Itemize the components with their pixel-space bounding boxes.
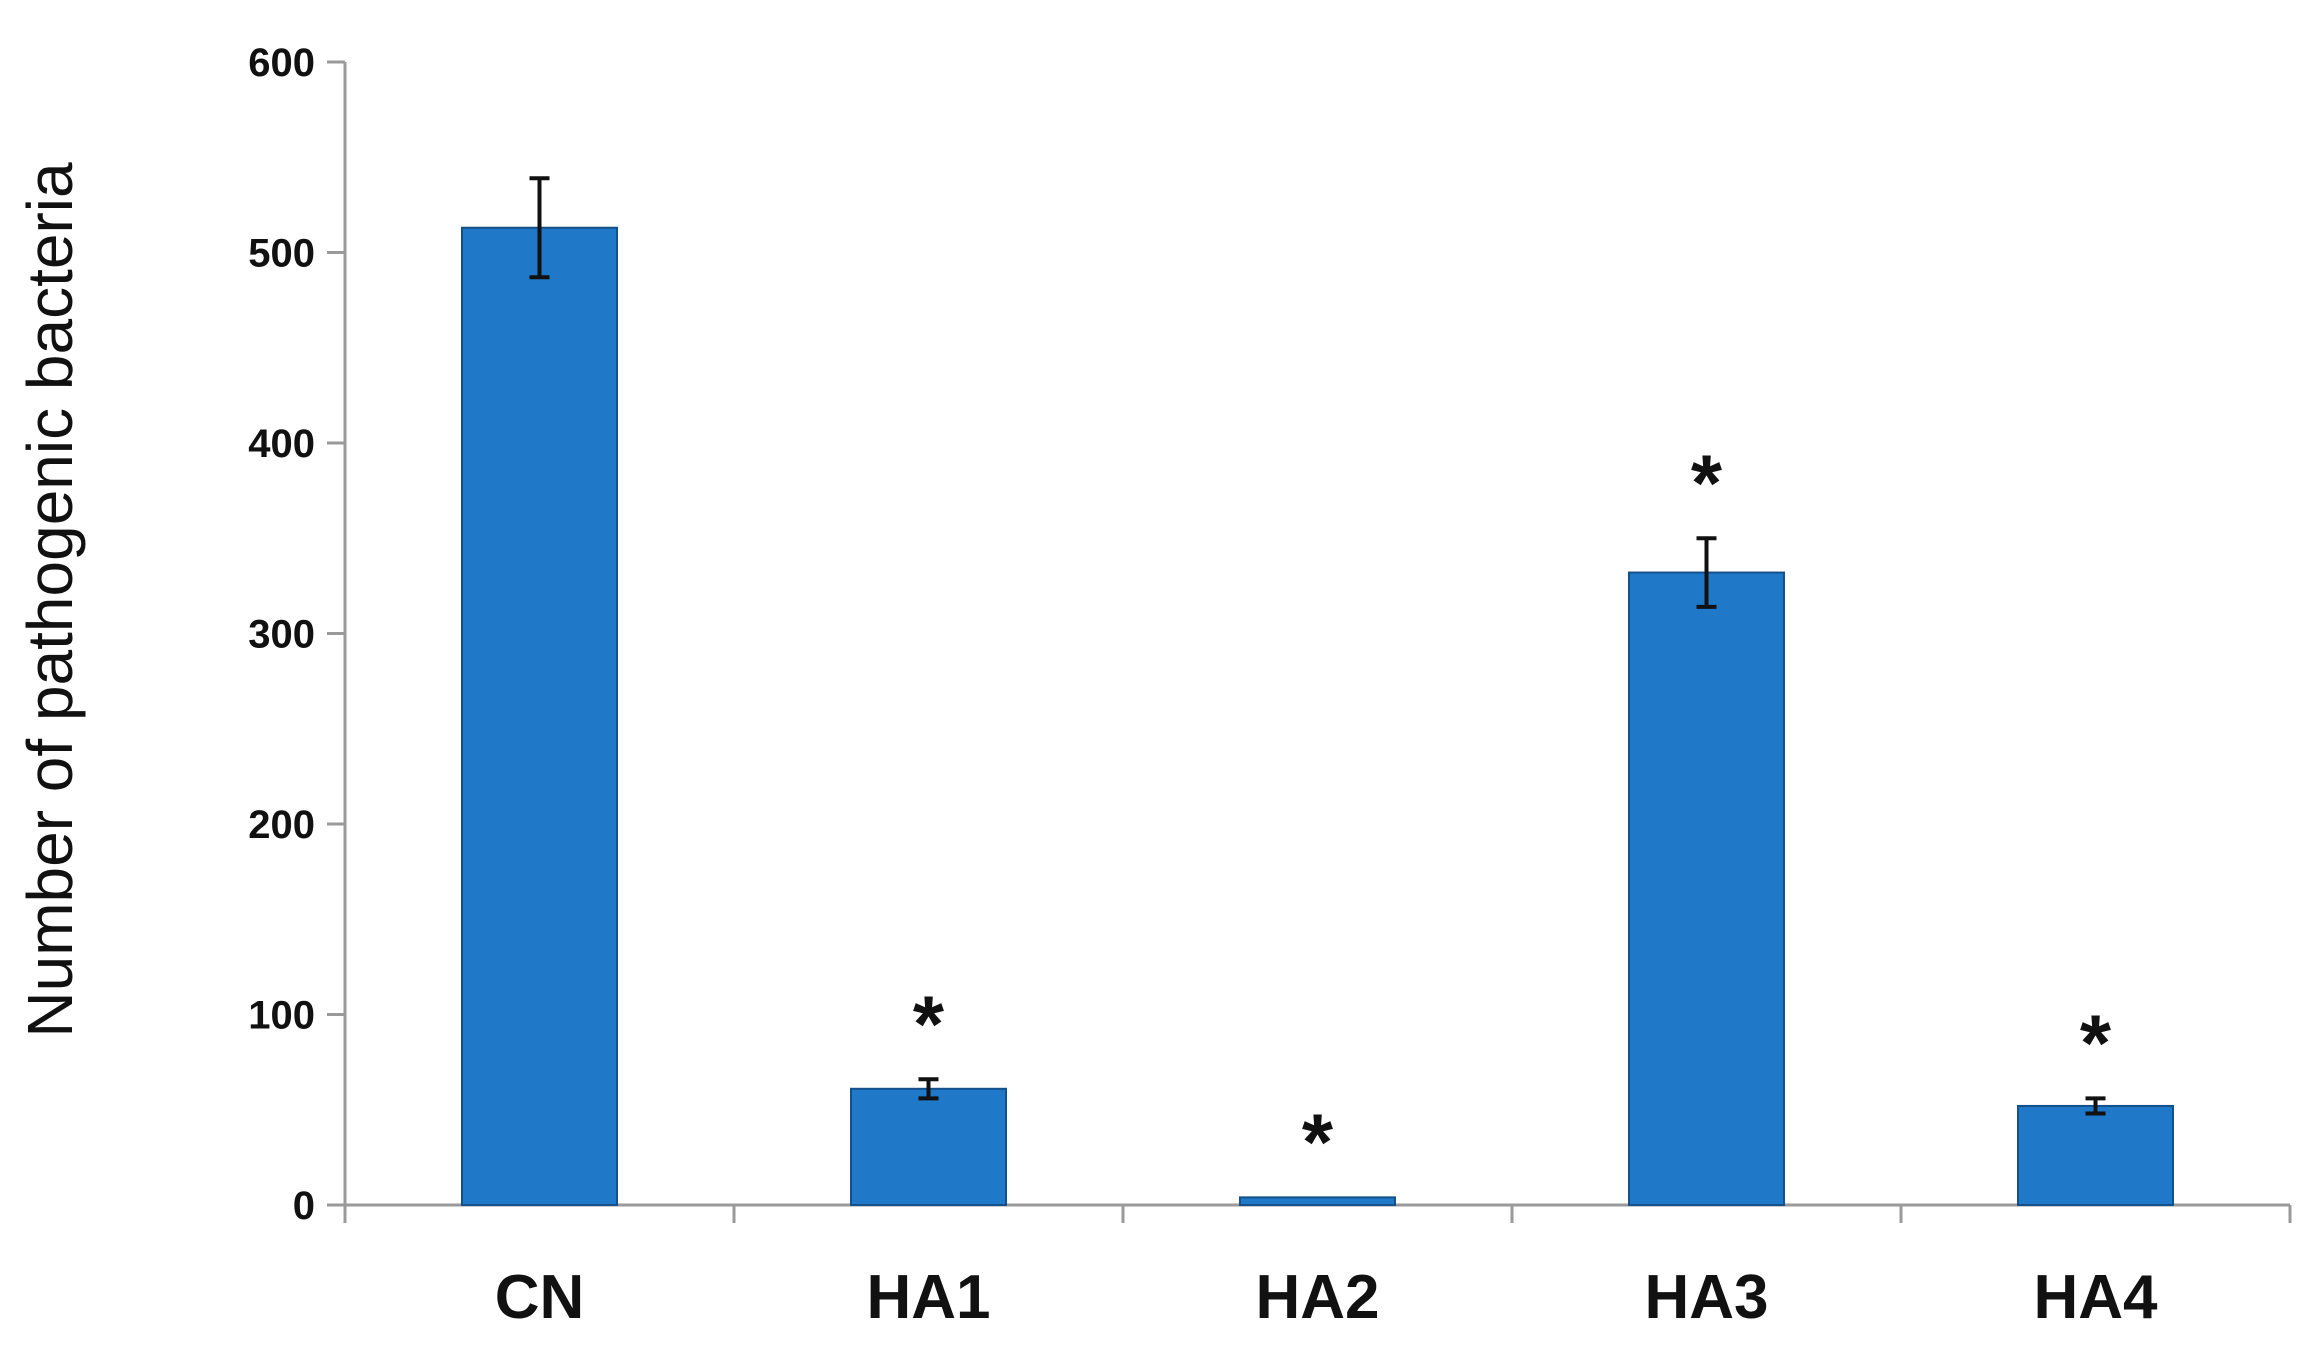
x-category-label: HA2 xyxy=(1255,1263,1379,1332)
significance-marker-ha1: * xyxy=(913,979,945,1068)
x-category-label: HA3 xyxy=(1644,1263,1768,1332)
x-category-label: CN xyxy=(495,1263,585,1332)
bar-ha1 xyxy=(850,1087,1007,1207)
y-axis-label: Number of pathogenic bacteria xyxy=(14,162,86,1038)
significance-marker-ha4: * xyxy=(2080,998,2112,1087)
bar-ha4 xyxy=(2017,1104,2174,1206)
significance-marker-ha3: * xyxy=(1691,438,1723,527)
significance-marker-ha2: * xyxy=(1302,1097,1334,1186)
y-tick-label: 500 xyxy=(248,232,315,276)
y-tick-label: 400 xyxy=(248,422,315,466)
y-tick-label: 600 xyxy=(248,41,315,85)
bar-cn xyxy=(461,226,618,1207)
x-category-label: HA1 xyxy=(866,1263,990,1332)
x-category-label: HA4 xyxy=(2033,1263,2158,1332)
bar-ha2 xyxy=(1239,1196,1396,1207)
labels: 0 100 200 300 400 500 600 CN * HA1 * HA2 * HA3 * HA4 xyxy=(248,41,2158,1332)
bar-ha3 xyxy=(1628,571,1785,1206)
axes xyxy=(327,60,2292,1223)
y-tick-label: 200 xyxy=(248,803,315,847)
bars xyxy=(461,176,2174,1207)
y-tick-label: 300 xyxy=(248,613,315,657)
y-tick-label: 100 xyxy=(248,994,315,1038)
y-tick-label: 0 xyxy=(293,1184,315,1228)
